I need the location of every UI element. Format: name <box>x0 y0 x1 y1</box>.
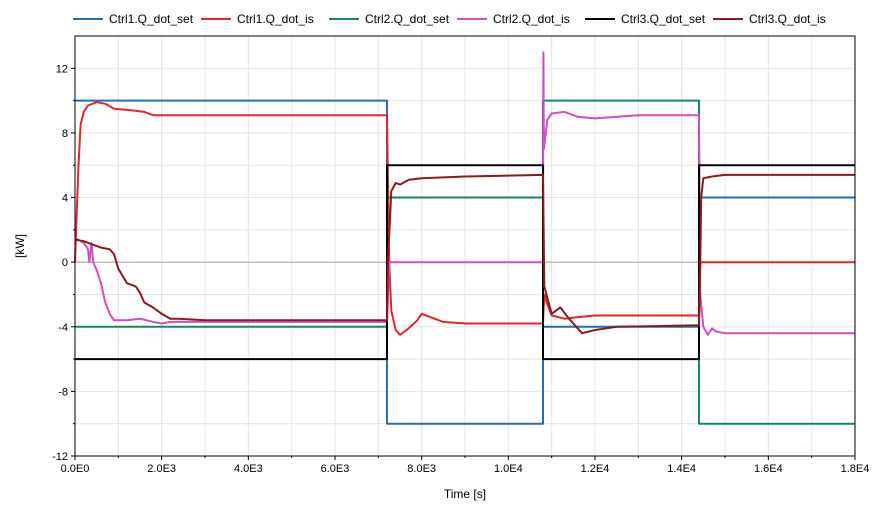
legend-item: Ctrl2.Q_dot_is <box>457 12 570 26</box>
x-tick-label: 4.0E3 <box>234 463 263 475</box>
legend-label: Ctrl2.Q_dot_set <box>365 12 450 26</box>
y-tick-label: 12 <box>56 63 68 75</box>
x-axis-label: Time [s] <box>444 487 486 501</box>
legend-label: Ctrl3.Q_dot_set <box>621 12 706 26</box>
legend-item: Ctrl1.Q_dot_set <box>73 12 194 26</box>
legend-label: Ctrl3.Q_dot_is <box>749 12 826 26</box>
legend-item: Ctrl3.Q_dot_is <box>713 12 826 26</box>
x-tick-label: 2.0E3 <box>147 463 176 475</box>
x-axis: 0.0E0 2.0E3 4.0E3 6.0E3 8.0E3 1.0E4 1.2E4 1.4E4… <box>61 456 870 475</box>
legend-item: Ctrl3.Q_dot_set <box>585 12 706 26</box>
legend: Ctrl1.Q_dot_set Ctrl1.Q_dot_is Ctrl2.Q_dot… <box>73 12 826 26</box>
legend-label: Ctrl1.Q_dot_set <box>109 12 194 26</box>
x-tick-label: 0.0E0 <box>61 463 90 475</box>
legend-item: Ctrl1.Q_dot_is <box>201 12 314 26</box>
y-tick-label: 4 <box>62 193 68 205</box>
legend-item: Ctrl2.Q_dot_set <box>329 12 450 26</box>
y-axis: -12 -8 -4 0 4 8 12 <box>52 63 75 463</box>
series-line-ctrl3-q-dot-set <box>75 164 855 361</box>
y-tick-label: -8 <box>58 386 68 398</box>
series-line-ctrl2-q-dot-is <box>74 51 855 336</box>
y-tick-label: 8 <box>62 128 68 140</box>
y-tick-label: 0 <box>62 257 68 269</box>
x-tick-label: 8.0E3 <box>407 463 436 475</box>
legend-label: Ctrl2.Q_dot_is <box>493 12 570 26</box>
x-tick-label: 1.2E4 <box>581 463 610 475</box>
x-tick-label: 1.8E4 <box>841 463 870 475</box>
y-tick-label: -12 <box>52 451 68 463</box>
grid-lines <box>74 35 856 457</box>
legend-label: Ctrl1.Q_dot_is <box>237 12 314 26</box>
x-tick-label: 1.4E4 <box>667 463 696 475</box>
x-tick-label: 1.6E4 <box>754 463 783 475</box>
x-tick-label: 6.0E3 <box>321 463 350 475</box>
series-group <box>74 51 855 425</box>
series-line-ctrl3-q-dot-is <box>74 173 855 335</box>
x-tick-label: 1.0E4 <box>494 463 523 475</box>
y-axis-label: [kW] <box>13 234 27 258</box>
y-tick-label: -4 <box>58 322 68 334</box>
